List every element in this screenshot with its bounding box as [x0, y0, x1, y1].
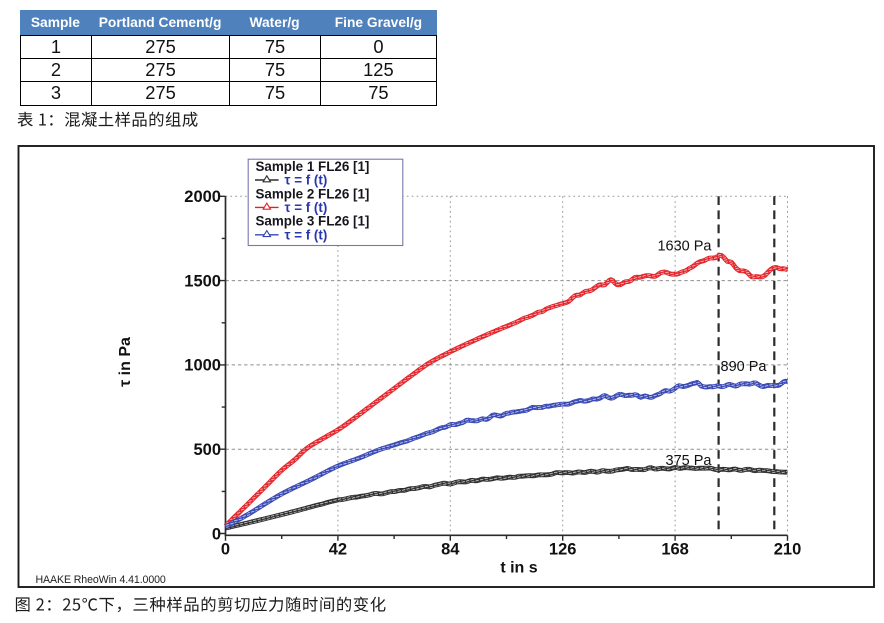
svg-text:τ = f (t): τ = f (t) [285, 200, 328, 215]
svg-text:375 Pa: 375 Pa [666, 453, 713, 469]
svg-text:τ = f (t): τ = f (t) [285, 173, 328, 188]
svg-text:Sample 1 FL26 [1]: Sample 1 FL26 [1] [256, 159, 370, 174]
svg-text:0: 0 [221, 541, 230, 559]
svg-text:126: 126 [549, 541, 577, 559]
svg-text:168: 168 [661, 541, 689, 559]
svg-text:84: 84 [441, 541, 460, 559]
svg-text:210: 210 [774, 541, 802, 559]
svg-text:Sample 3 FL26 [1]: Sample 3 FL26 [1] [256, 214, 370, 229]
svg-text:0: 0 [212, 525, 221, 543]
svg-text:τ in Pa: τ in Pa [117, 337, 134, 387]
svg-text:1500: 1500 [184, 272, 221, 290]
svg-text:t in s: t in s [500, 560, 537, 577]
svg-text:1000: 1000 [184, 357, 221, 375]
svg-text:1630 Pa: 1630 Pa [657, 239, 712, 255]
svg-text:42: 42 [329, 541, 347, 559]
svg-text:500: 500 [193, 441, 221, 459]
svg-text:890 Pa: 890 Pa [721, 359, 768, 375]
svg-text:HAAKE RheoWin 4.41.0000: HAAKE RheoWin 4.41.0000 [36, 574, 166, 586]
svg-text:Sample 2 FL26 [1]: Sample 2 FL26 [1] [256, 186, 370, 201]
svg-text:2000: 2000 [184, 188, 221, 206]
svg-text:τ = f (t): τ = f (t) [285, 227, 328, 242]
